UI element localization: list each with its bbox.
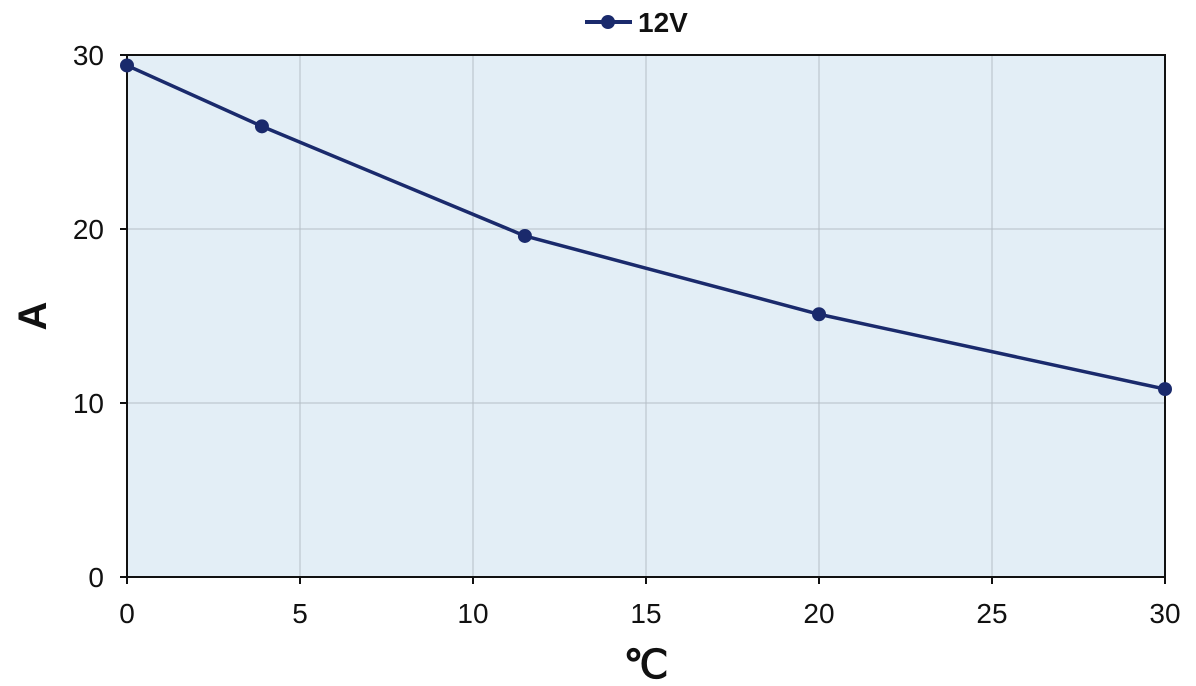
legend: 12V [585, 7, 688, 38]
x-tick-label: 5 [292, 598, 308, 629]
series-group [120, 58, 1172, 397]
data-point [1158, 382, 1172, 397]
legend-marker-12v [601, 15, 615, 29]
axis-ticks: 0 5 10 15 20 25 30 0 10 20 30 [73, 40, 1181, 629]
y-tick-label: 10 [73, 388, 104, 419]
x-tick-label: 20 [803, 598, 834, 629]
data-point [517, 228, 532, 243]
x-tick-label: 0 [119, 598, 135, 629]
x-tick-label: 15 [630, 598, 661, 629]
data-point [120, 58, 134, 73]
y-tick-label: 20 [73, 214, 104, 245]
data-point [812, 307, 826, 322]
x-tick-label: 30 [1149, 598, 1180, 629]
x-tick-label: 25 [976, 598, 1007, 629]
data-point [254, 119, 269, 134]
x-tick-label: 10 [457, 598, 488, 629]
y-tick-label: 0 [88, 562, 104, 593]
legend-label-12v: 12V [638, 7, 688, 38]
y-tick-label: 30 [73, 40, 104, 71]
y-axis-title: A [11, 302, 55, 331]
x-axis-title: ℃ [624, 643, 669, 686]
